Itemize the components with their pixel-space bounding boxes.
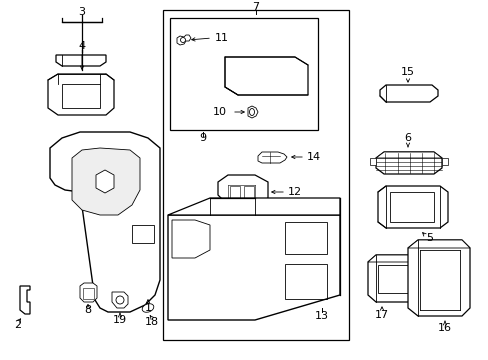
Ellipse shape	[142, 304, 154, 312]
Circle shape	[180, 37, 185, 42]
Bar	[285, 222, 326, 254]
Bar	[244, 186, 253, 198]
Polygon shape	[56, 55, 106, 66]
Text: 2: 2	[15, 320, 21, 330]
Text: 16: 16	[437, 323, 451, 333]
Text: 5: 5	[426, 233, 433, 243]
Text: 17: 17	[374, 310, 388, 320]
Polygon shape	[369, 158, 375, 165]
Bar	[170, 18, 317, 130]
Polygon shape	[168, 215, 339, 320]
Polygon shape	[407, 240, 469, 316]
Text: 11: 11	[215, 33, 228, 43]
Polygon shape	[367, 255, 417, 262]
Text: 13: 13	[314, 311, 328, 321]
Text: 3: 3	[79, 7, 85, 17]
Polygon shape	[50, 132, 160, 312]
Polygon shape	[377, 186, 447, 228]
Text: 15: 15	[400, 67, 414, 77]
Text: 7: 7	[252, 2, 259, 12]
Polygon shape	[375, 152, 441, 158]
Circle shape	[116, 296, 124, 304]
Polygon shape	[407, 240, 469, 248]
Text: 12: 12	[287, 187, 302, 197]
Ellipse shape	[249, 108, 254, 116]
Text: 1: 1	[144, 303, 151, 313]
Text: 6: 6	[404, 133, 411, 143]
Bar	[132, 225, 154, 243]
Polygon shape	[224, 57, 307, 95]
Bar	[229, 186, 240, 198]
Polygon shape	[258, 152, 286, 163]
Bar	[389, 192, 433, 222]
Text: 4: 4	[78, 41, 85, 51]
Bar	[285, 264, 326, 299]
Polygon shape	[96, 170, 114, 193]
Polygon shape	[168, 198, 339, 215]
Polygon shape	[48, 74, 114, 115]
Text: 10: 10	[213, 107, 226, 117]
Text: 9: 9	[199, 133, 206, 143]
Text: 14: 14	[306, 152, 321, 162]
Bar	[377, 265, 407, 293]
Polygon shape	[112, 292, 128, 308]
Text: 8: 8	[84, 305, 91, 315]
Polygon shape	[367, 255, 417, 302]
Polygon shape	[247, 106, 258, 118]
Text: 18: 18	[144, 317, 159, 327]
Polygon shape	[72, 148, 140, 215]
Polygon shape	[375, 152, 441, 174]
Polygon shape	[177, 35, 191, 45]
Polygon shape	[218, 175, 267, 205]
Bar	[83, 288, 94, 299]
Polygon shape	[20, 286, 30, 314]
Polygon shape	[441, 158, 447, 165]
Bar	[62, 84, 100, 108]
Polygon shape	[379, 85, 437, 102]
Bar	[163, 10, 348, 340]
Text: 19: 19	[113, 315, 127, 325]
Polygon shape	[80, 283, 97, 302]
